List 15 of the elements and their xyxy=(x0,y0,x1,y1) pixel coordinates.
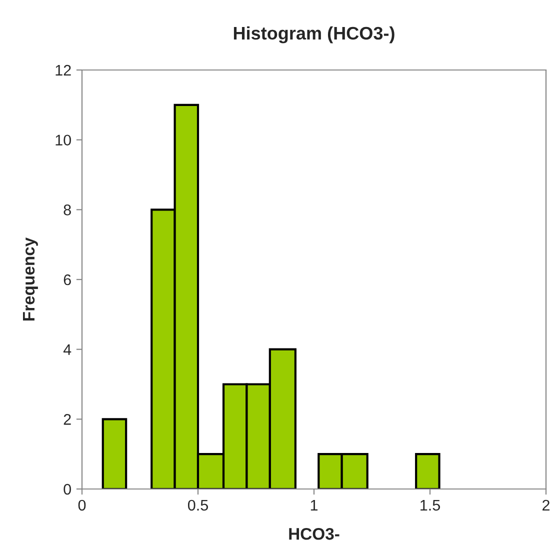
y-tick-label: 6 xyxy=(64,274,71,286)
y-tick-label: 0 xyxy=(64,484,71,495)
x-tick-label: 2 xyxy=(542,500,550,510)
x-axis-title: HCO3- xyxy=(289,528,340,540)
x-tick-label: 1.5 xyxy=(420,500,440,511)
y-tick-label: 4 xyxy=(63,344,72,355)
y-tick-label: 2 xyxy=(64,414,71,425)
x-tick-label: 1 xyxy=(310,500,318,510)
y-tick-label: 10 xyxy=(56,134,71,146)
y-axis-title: Frequency xyxy=(23,237,38,321)
chart-title: Histogram (HCO3-) xyxy=(234,26,394,44)
y-tick-label: 8 xyxy=(64,204,71,216)
x-tick-label: 0 xyxy=(78,500,86,511)
x-tick-label: 0.5 xyxy=(188,500,208,511)
y-tick-label: 12 xyxy=(56,64,71,76)
